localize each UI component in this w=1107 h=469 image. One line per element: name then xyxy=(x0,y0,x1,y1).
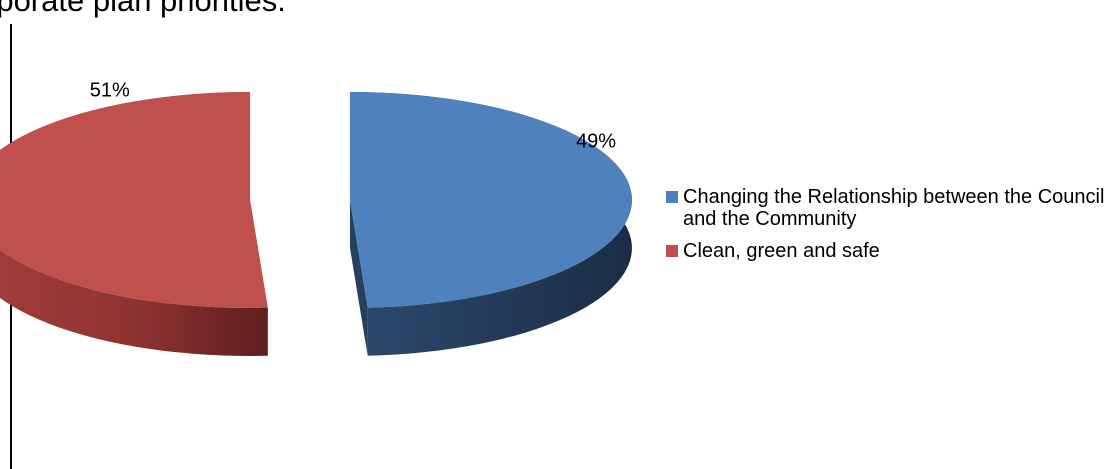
data-label-clean-green-safe: 51% xyxy=(90,80,130,102)
pie-slice-changing-relationship xyxy=(349,92,632,356)
pie-slice-face-changing-relationship xyxy=(349,200,368,356)
legend-swatch-blue xyxy=(666,191,678,203)
legend-item-changing-relationship: Changing the Relationship between the Co… xyxy=(666,186,1106,230)
pie-slice-top-changing-relationship xyxy=(349,92,632,308)
pie-slice-clean-green-safe xyxy=(0,92,268,356)
legend-item-clean-green-safe: Clean, green and safe xyxy=(666,240,1106,262)
chart-legend: Changing the Relationship between the Co… xyxy=(666,186,1106,272)
legend-label-clean-green-safe: Clean, green and safe xyxy=(683,240,880,262)
pie-slice-top-clean-green-safe xyxy=(0,92,268,308)
chart-title-fragment: rporate plan priorities. xyxy=(0,0,286,18)
data-label-changing-relationship: 49% xyxy=(576,131,616,153)
legend-label-changing-relationship: Changing the Relationship between the Co… xyxy=(683,186,1105,230)
legend-swatch-red xyxy=(666,245,678,257)
